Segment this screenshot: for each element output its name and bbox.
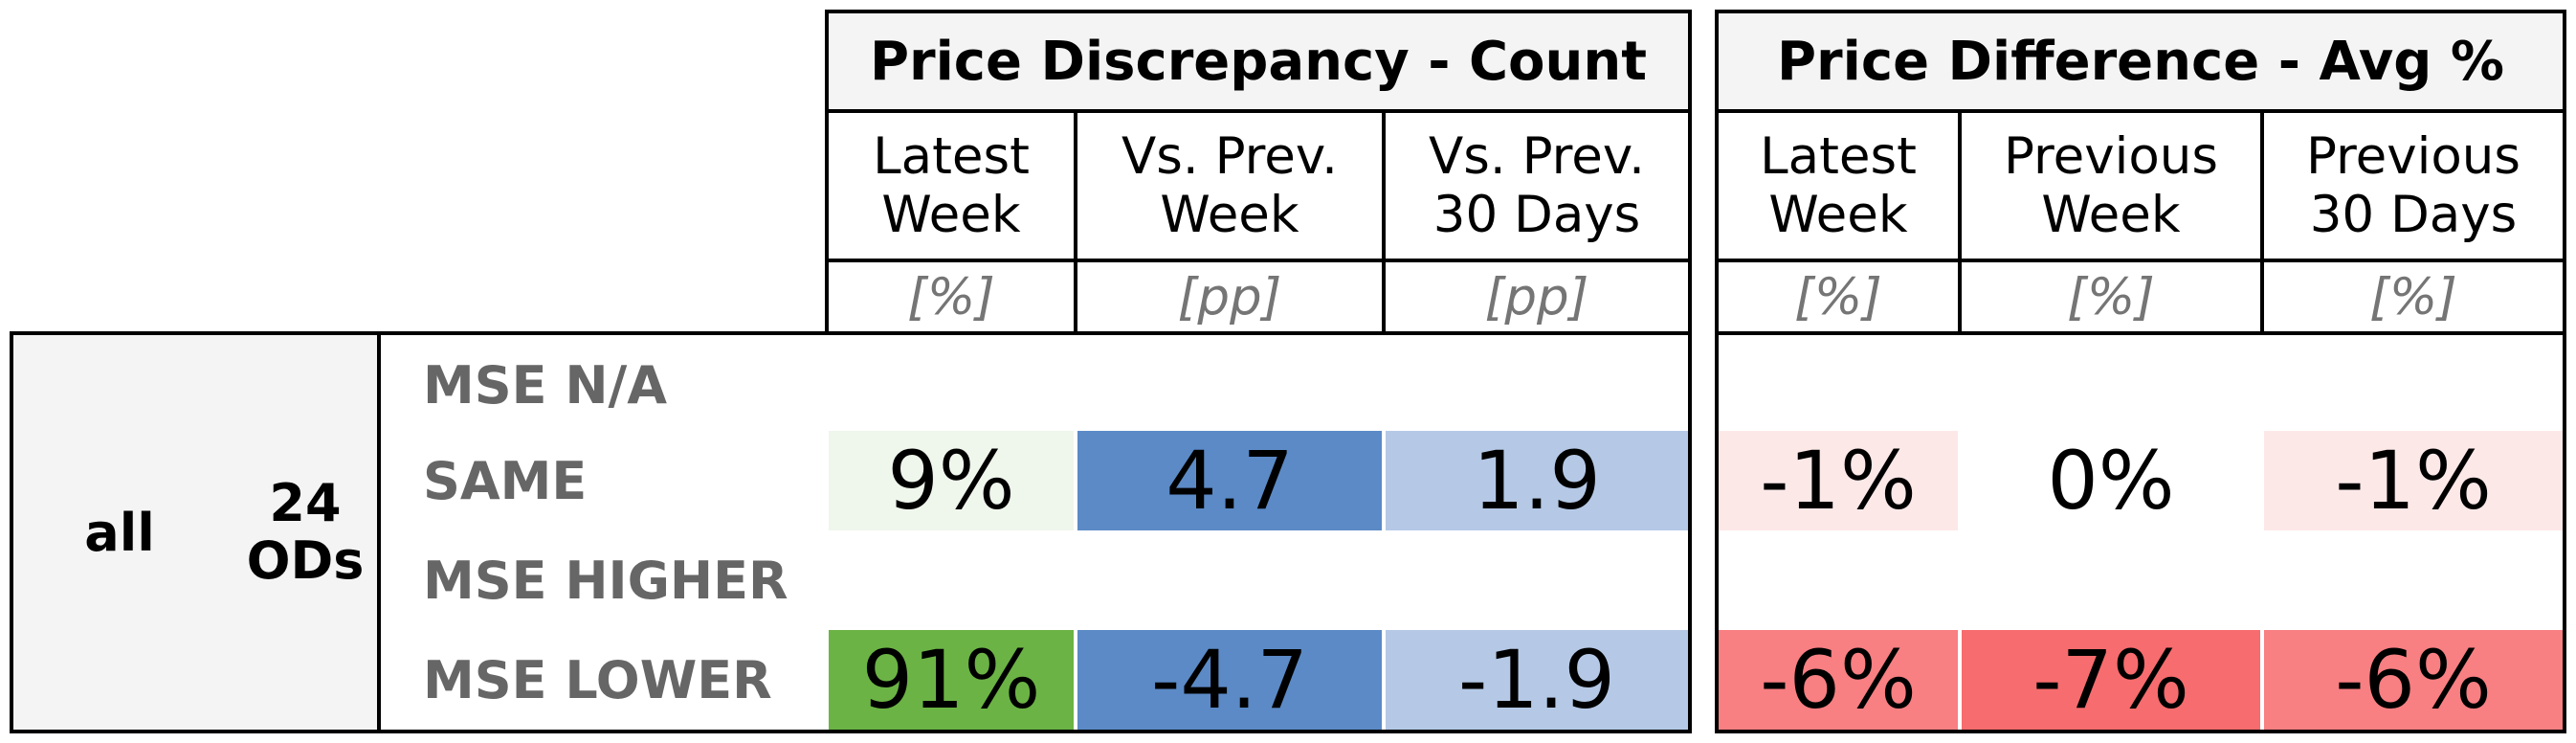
g1-col-2-label: Vs. Prev. Week: [1121, 127, 1338, 244]
cell-r4-c4: -6%: [1719, 630, 1958, 730]
row-label-mse-na: MSE N/A: [423, 354, 668, 416]
cell-r3-c6: [2264, 530, 2563, 630]
g2-col-1-unit: [%]: [1794, 267, 1882, 326]
group-1-title: Price Discrepancy - Count: [869, 30, 1648, 93]
group-2-col-separator-1: [1958, 109, 1962, 335]
g2-col-2-unit: [%]: [2067, 267, 2155, 326]
cell-r2-c4: -1%: [1719, 431, 1958, 530]
cell-r3-c5: [1962, 530, 2260, 630]
cell-r4-c3: -1.9: [1386, 630, 1688, 730]
cell-r2-c5: 0%: [2047, 434, 2175, 528]
cell-r1-c2: [1077, 335, 1382, 431]
group-1-col-separator-1: [1074, 109, 1077, 335]
cell-r3-c4: [1719, 530, 1958, 630]
segment-block: [10, 331, 381, 733]
cell-r4-c1: 91%: [829, 630, 1074, 730]
cell-r2-c1: 9%: [829, 431, 1074, 530]
cell-r1-c5: [1962, 335, 2260, 431]
group-2-title-box: Price Difference - Avg %: [1715, 10, 2566, 113]
group-1-title-box: Price Discrepancy - Count: [825, 10, 1692, 113]
group-2-title: Price Difference - Avg %: [1777, 30, 2504, 93]
cell-r4-c5: -7%: [1962, 630, 2260, 730]
cell-r3-c1: [829, 530, 1074, 630]
segment-count: 24 ODs: [246, 473, 365, 591]
body-box-group-1: [377, 331, 1692, 733]
body-box-group-2: [1715, 331, 2566, 733]
cell-r3-c3: [1386, 530, 1688, 630]
g1-col-2-unit: [pp]: [1177, 267, 1282, 326]
g1-col-3-label: Vs. Prev. 30 Days: [1429, 127, 1645, 244]
cell-r1-c1: [829, 335, 1074, 431]
cell-r2-c3: 1.9: [1386, 431, 1688, 530]
segment-name: all: [84, 502, 155, 563]
cell-r1-c3: [1386, 335, 1688, 431]
cell-r3-c2: [1077, 530, 1382, 630]
group-1-col-separator-2: [1382, 109, 1386, 335]
g2-col-2-label: Previous Week: [2004, 127, 2218, 244]
row-label-same: SAME: [423, 450, 588, 511]
cell-r1-c4: [1719, 335, 1958, 431]
group-2-unit-separator: [1715, 259, 2566, 262]
g2-col-3-unit: [%]: [2369, 267, 2457, 326]
g1-col-1-label: Latest Week: [873, 127, 1030, 244]
row-label-mse-lower: MSE LOWER: [423, 649, 772, 710]
cell-r1-c6: [2264, 335, 2563, 431]
cell-r2-c6: -1%: [2264, 431, 2563, 530]
cell-r4-c2: -4.7: [1077, 630, 1382, 730]
g1-col-1-unit: [%]: [907, 267, 995, 326]
row-label-mse-higher: MSE HIGHER: [423, 550, 788, 611]
g2-col-1-label: Latest Week: [1760, 127, 1917, 244]
g1-col-3-unit: [pp]: [1484, 267, 1589, 326]
group-2-col-separator-2: [2260, 109, 2264, 335]
cell-r4-c6: -6%: [2264, 630, 2563, 730]
cell-r2-c2: 4.7: [1077, 431, 1382, 530]
group-1-unit-separator: [825, 259, 1692, 262]
g2-col-3-label: Previous 30 Days: [2306, 127, 2520, 244]
